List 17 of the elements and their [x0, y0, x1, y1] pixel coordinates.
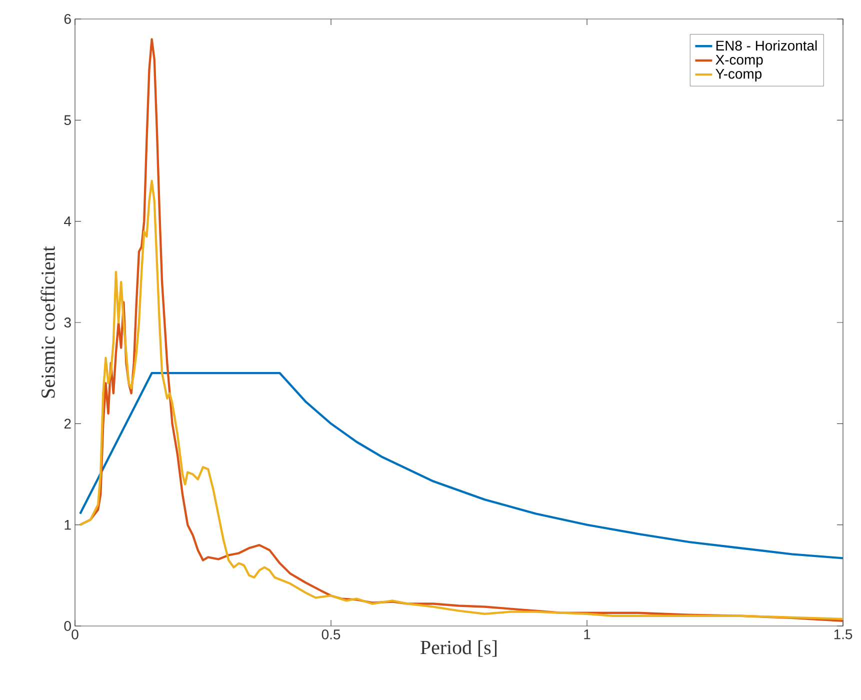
- y-tick-label: 5: [64, 115, 71, 126]
- x-tick-label: 1: [584, 630, 590, 640]
- y-tick-label: 0: [64, 621, 71, 631]
- y-tick-label: 6: [64, 14, 71, 24]
- x-axis-title: Period [s]: [420, 640, 497, 657]
- y-tick-label: 4: [64, 216, 72, 226]
- y-tick-label: 2: [64, 418, 71, 429]
- line-series: [79, 372, 844, 560]
- legend-label: Y-comp: [716, 69, 762, 82]
- y-tick-label: 1: [64, 520, 71, 530]
- x-tick-label: 1.5: [834, 630, 852, 640]
- legend-label: EN8 - Horizontal: [716, 40, 817, 51]
- y-axis-title: Seismic coefficient: [40, 246, 55, 398]
- legend-label: X-comp: [716, 54, 763, 68]
- x-tick-label: 0.5: [322, 630, 340, 640]
- x-tick-label: 0: [72, 630, 78, 640]
- y-tick-label: 3: [64, 318, 71, 328]
